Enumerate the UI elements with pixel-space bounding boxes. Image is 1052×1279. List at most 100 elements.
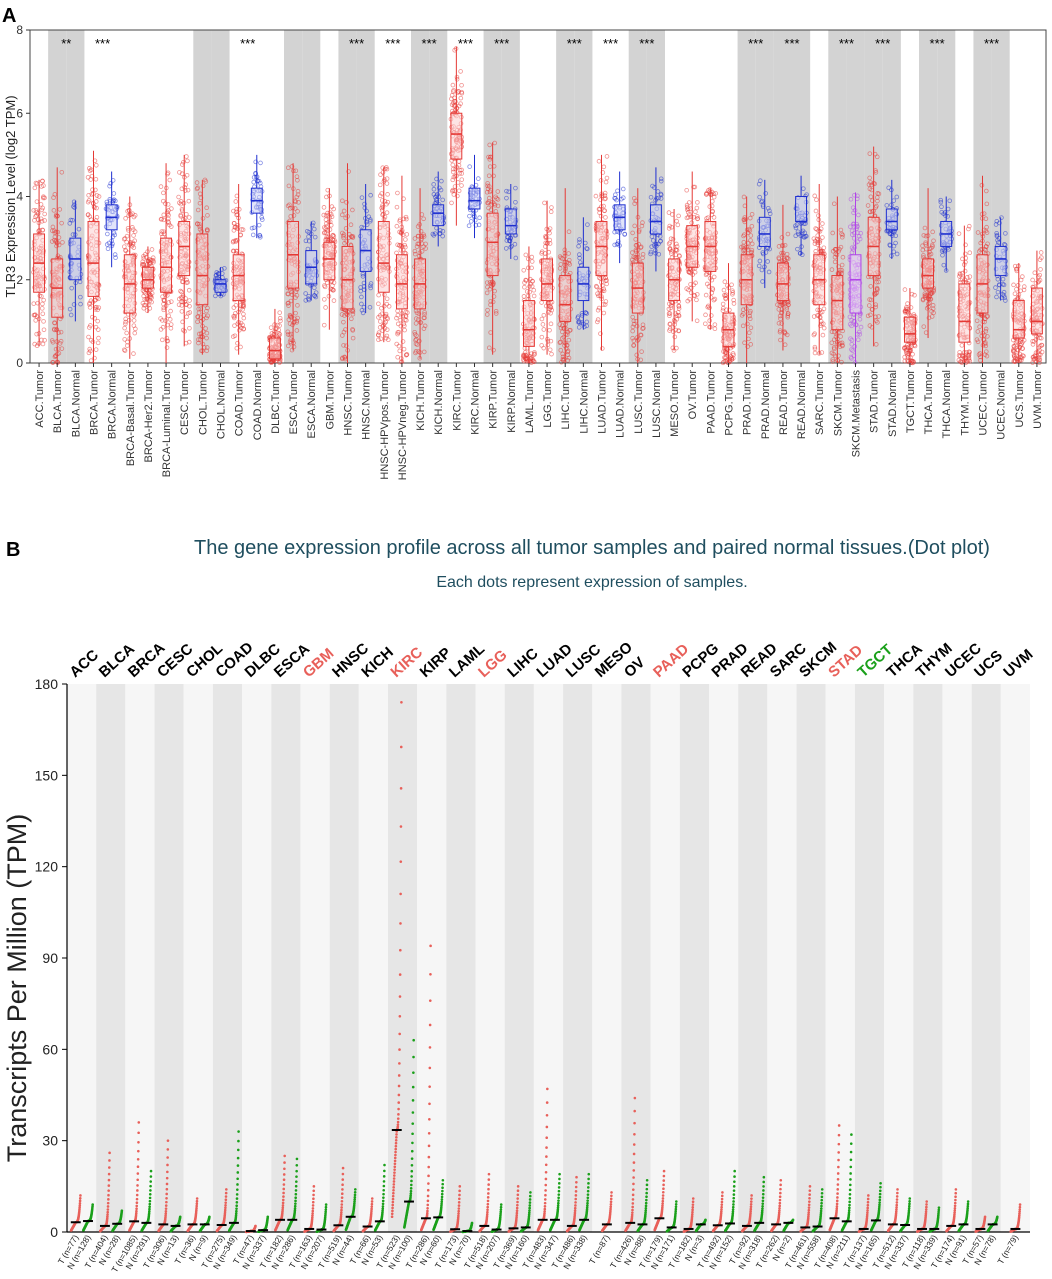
- data-point: [195, 207, 201, 213]
- data-point: [601, 164, 607, 170]
- y-tick-label: 2: [16, 273, 23, 287]
- data-point: [168, 322, 174, 327]
- data-point: [251, 175, 257, 180]
- data-point: [184, 154, 189, 159]
- data-point: [144, 262, 150, 268]
- data-point: [180, 293, 186, 298]
- box: [395, 254, 408, 310]
- data-point: [187, 325, 192, 331]
- data-point: [666, 210, 672, 215]
- data-point: [113, 198, 118, 204]
- data-point: [86, 192, 91, 198]
- data-point: [277, 360, 282, 365]
- data-point: [140, 288, 146, 293]
- data-point: [273, 326, 278, 332]
- data-point: [108, 181, 114, 186]
- data-point: [378, 336, 384, 342]
- box: [831, 275, 844, 331]
- data-point: [53, 353, 59, 359]
- data-point: [376, 337, 381, 342]
- data-point: [131, 214, 137, 220]
- data-point: [278, 318, 283, 324]
- data-point: [547, 327, 552, 333]
- data-point: [376, 292, 381, 298]
- data-point: [395, 354, 400, 360]
- data-point: [259, 217, 265, 222]
- x-tick-label: LGG.Tumor: [542, 370, 554, 428]
- data-point: [194, 186, 200, 192]
- x-tick-label: STAD.Tumor: [869, 370, 881, 433]
- data-point: [238, 344, 243, 350]
- data-point: [131, 227, 136, 232]
- data-point: [54, 327, 59, 333]
- data-point: [542, 254, 548, 260]
- data-point: [235, 340, 240, 346]
- data-point: [41, 319, 46, 324]
- data-point: [384, 296, 390, 302]
- significance-label: ***: [875, 36, 890, 51]
- data-point: [394, 223, 400, 229]
- x-tick-label: BLCA.Normal: [70, 370, 82, 437]
- data-point: [201, 313, 207, 318]
- data-point: [195, 185, 201, 191]
- data-point: [712, 326, 718, 331]
- data-point: [323, 305, 328, 310]
- data-point: [70, 217, 75, 223]
- data-point: [184, 277, 189, 283]
- x-tick-label: LIHC.Tumor: [560, 370, 572, 430]
- data-point: [205, 213, 210, 218]
- data-point: [814, 197, 819, 203]
- data-point: [168, 325, 174, 331]
- x-tick-label: LUSC.Tumor: [633, 370, 645, 434]
- data-point: [601, 203, 606, 209]
- data-point: [529, 259, 535, 264]
- data-point: [162, 292, 168, 298]
- x-tick-label: READ.Normal: [796, 370, 808, 439]
- data-point: [132, 330, 138, 336]
- data-point: [50, 340, 56, 345]
- data-point: [113, 255, 118, 260]
- data-point: [78, 294, 83, 300]
- data-point: [68, 312, 74, 318]
- data-point: [87, 300, 92, 306]
- data-point: [204, 330, 210, 336]
- data-point: [31, 301, 37, 306]
- data-point: [59, 346, 65, 351]
- data-point: [95, 318, 100, 324]
- x-tick-label: LIHC.Normal: [578, 370, 590, 434]
- data-point: [179, 289, 184, 295]
- data-point: [257, 233, 263, 239]
- data-point: [200, 216, 206, 221]
- data-point: [456, 188, 462, 194]
- data-point: [331, 298, 337, 303]
- data-point: [195, 319, 200, 324]
- data-point: [93, 176, 99, 182]
- data-point: [601, 310, 607, 316]
- data-point: [59, 169, 65, 175]
- data-point: [125, 343, 130, 348]
- data-point: [204, 335, 209, 341]
- data-point: [604, 175, 610, 181]
- data-point: [104, 199, 110, 205]
- x-tick-label: HNSC.Normal: [361, 370, 373, 440]
- data-point: [603, 179, 609, 185]
- data-point: [93, 347, 99, 352]
- data-point: [58, 329, 64, 335]
- data-point: [184, 211, 189, 217]
- data-point: [456, 159, 462, 164]
- data-point: [204, 308, 209, 314]
- y-tick-label: 6: [16, 106, 23, 120]
- data-point: [233, 303, 239, 308]
- data-point: [87, 168, 93, 174]
- x-tick-label: HNSC-HPVpos.Tumor: [379, 370, 391, 480]
- data-point: [231, 305, 237, 310]
- data-point: [55, 229, 61, 235]
- data-point: [204, 348, 210, 354]
- x-tick-label: BRCA-Her2.Tumor: [143, 370, 155, 463]
- data-point: [181, 160, 186, 165]
- data-point: [202, 177, 208, 183]
- data-point: [123, 319, 128, 325]
- data-point: [707, 318, 712, 323]
- data-point: [40, 341, 46, 347]
- data-point: [322, 297, 327, 302]
